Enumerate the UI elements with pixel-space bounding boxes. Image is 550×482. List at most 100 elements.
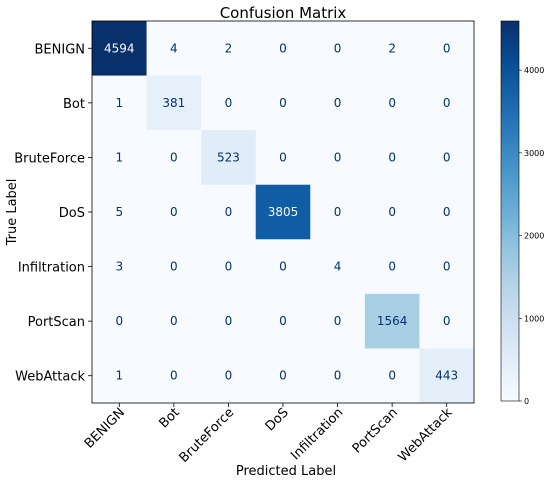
heatmap-cell [419, 293, 475, 349]
heatmap-cell [92, 348, 148, 404]
colorbar [500, 20, 520, 402]
heatmap-cell [146, 75, 202, 131]
cell-value-label: 0 [334, 369, 342, 383]
heatmap-cell [92, 239, 148, 295]
heatmap-cell [201, 75, 257, 131]
y-tick-label: DoS [59, 206, 85, 221]
cell-value-label: 0 [279, 369, 287, 383]
cell-value-label: 0 [170, 369, 178, 383]
x-tick-label: Bot [157, 405, 183, 431]
heatmap-cell [201, 239, 257, 295]
colorbar-ticks: 0 1000 2000 3000 4000 [519, 66, 544, 406]
heatmap-cell [255, 75, 311, 131]
y-tick-label: WebAttack [15, 370, 85, 385]
x-tick-label: BruteForce [177, 405, 238, 466]
cell-value-label: 0 [225, 260, 233, 274]
cell-value-label: 2 [388, 41, 396, 55]
cell-value-label: 4 [170, 41, 178, 55]
cell-value-label: 0 [170, 205, 178, 219]
cell-value-label: 0 [225, 369, 233, 383]
cell-value-label: 0 [334, 205, 342, 219]
heatmap-cell [201, 348, 257, 404]
heatmap-cell [364, 239, 420, 295]
cell-value-label: 0 [170, 150, 178, 164]
heatmap-cell [255, 239, 311, 295]
heatmap-cell [255, 348, 311, 404]
cell-value-label: 0 [225, 314, 233, 328]
cell-value-label: 0 [225, 205, 233, 219]
cell-value-label: 0 [225, 96, 233, 110]
cell-value-label: 0 [170, 314, 178, 328]
heatmap-cell [364, 184, 420, 240]
y-tick-labels: BENIGN Bot BruteForce DoS Infiltration PortSc… [14, 42, 92, 385]
cell-value-label: 1 [115, 150, 123, 164]
heatmap-cell [255, 130, 311, 186]
y-tick-label: BENIGN [35, 42, 86, 57]
cell-value-label: 0 [279, 314, 287, 328]
heatmap-cell [310, 21, 366, 77]
cell-value-label: 0 [443, 150, 451, 164]
heatmap-cell [92, 75, 148, 131]
heatmap-cell [92, 184, 148, 240]
heatmap-cell [146, 130, 202, 186]
x-axis-title: Predicted Label [236, 464, 336, 479]
heatmap-grid: 4594 4 2 0 0 2 0 1 381 0 0 0 0 0 1 0 523 0 0 0 0 5 0 0 3805 0 0 0 3 0… [92, 21, 475, 404]
heatmap-cell [419, 75, 475, 131]
heatmap-cell [201, 184, 257, 240]
cell-value-label: 0 [388, 150, 396, 164]
heatmap-cell [146, 239, 202, 295]
heatmap-cell [310, 75, 366, 131]
heatmap-cell [419, 130, 475, 186]
y-tick-label: PortScan [28, 315, 85, 330]
x-tick-label: Infiltration [288, 405, 346, 463]
cell-value-label: 0 [279, 96, 287, 110]
cell-value-label: 0 [443, 96, 451, 110]
cell-value-label: 0 [443, 205, 451, 219]
cell-value-label: 0 [170, 260, 178, 274]
heatmap-cell [310, 239, 366, 295]
cell-value-label: 0 [279, 41, 287, 55]
heatmap-cell [146, 348, 202, 404]
colorbar-tick-label: 2000 [524, 232, 544, 241]
heatmap-cell [364, 130, 420, 186]
colorbar-tick-label: 1000 [524, 314, 544, 323]
heatmap-cell [201, 21, 257, 77]
cell-value-label: 0 [279, 150, 287, 164]
cell-value-label: 0 [334, 96, 342, 110]
cell-value-label: 4 [334, 260, 342, 274]
cell-value-label: 523 [217, 150, 240, 164]
heatmap-cell [201, 130, 257, 186]
cell-value-label: 1 [115, 369, 123, 383]
y-tick-label: BruteForce [14, 151, 85, 166]
colorbar-tick-label: 3000 [524, 149, 544, 158]
heatmap-cell [310, 184, 366, 240]
cell-value-label: 0 [388, 369, 396, 383]
cell-value-label: 1 [115, 96, 123, 110]
cell-value-label: 0 [334, 314, 342, 328]
cell-value-label: 0 [279, 260, 287, 274]
heatmap-cell [364, 75, 420, 131]
y-tick-label: Infiltration [18, 261, 85, 276]
x-tick-label: WebAttack [396, 405, 456, 465]
cell-value-label: 0 [115, 314, 123, 328]
heatmap-cell [146, 293, 202, 349]
heatmap-cell [419, 184, 475, 240]
cell-value-label: 0 [443, 41, 451, 55]
colorbar-tick-label: 0 [524, 397, 529, 406]
heatmap-cell [310, 130, 366, 186]
heatmap-cell [201, 293, 257, 349]
cell-value-label: 443 [435, 369, 458, 383]
cell-value-label: 5 [115, 205, 123, 219]
cell-value-label: 4594 [104, 41, 135, 55]
heatmap-cell [364, 293, 420, 349]
cell-value-label: 3 [115, 260, 123, 274]
cell-value-label: 381 [162, 96, 185, 110]
heatmap-cell [310, 348, 366, 404]
heatmap-cell [419, 239, 475, 295]
cell-value-label: 0 [388, 96, 396, 110]
cell-value-label: 0 [334, 41, 342, 55]
chart-title: Confusion Matrix [220, 4, 347, 22]
y-tick-label: Bot [63, 97, 85, 112]
